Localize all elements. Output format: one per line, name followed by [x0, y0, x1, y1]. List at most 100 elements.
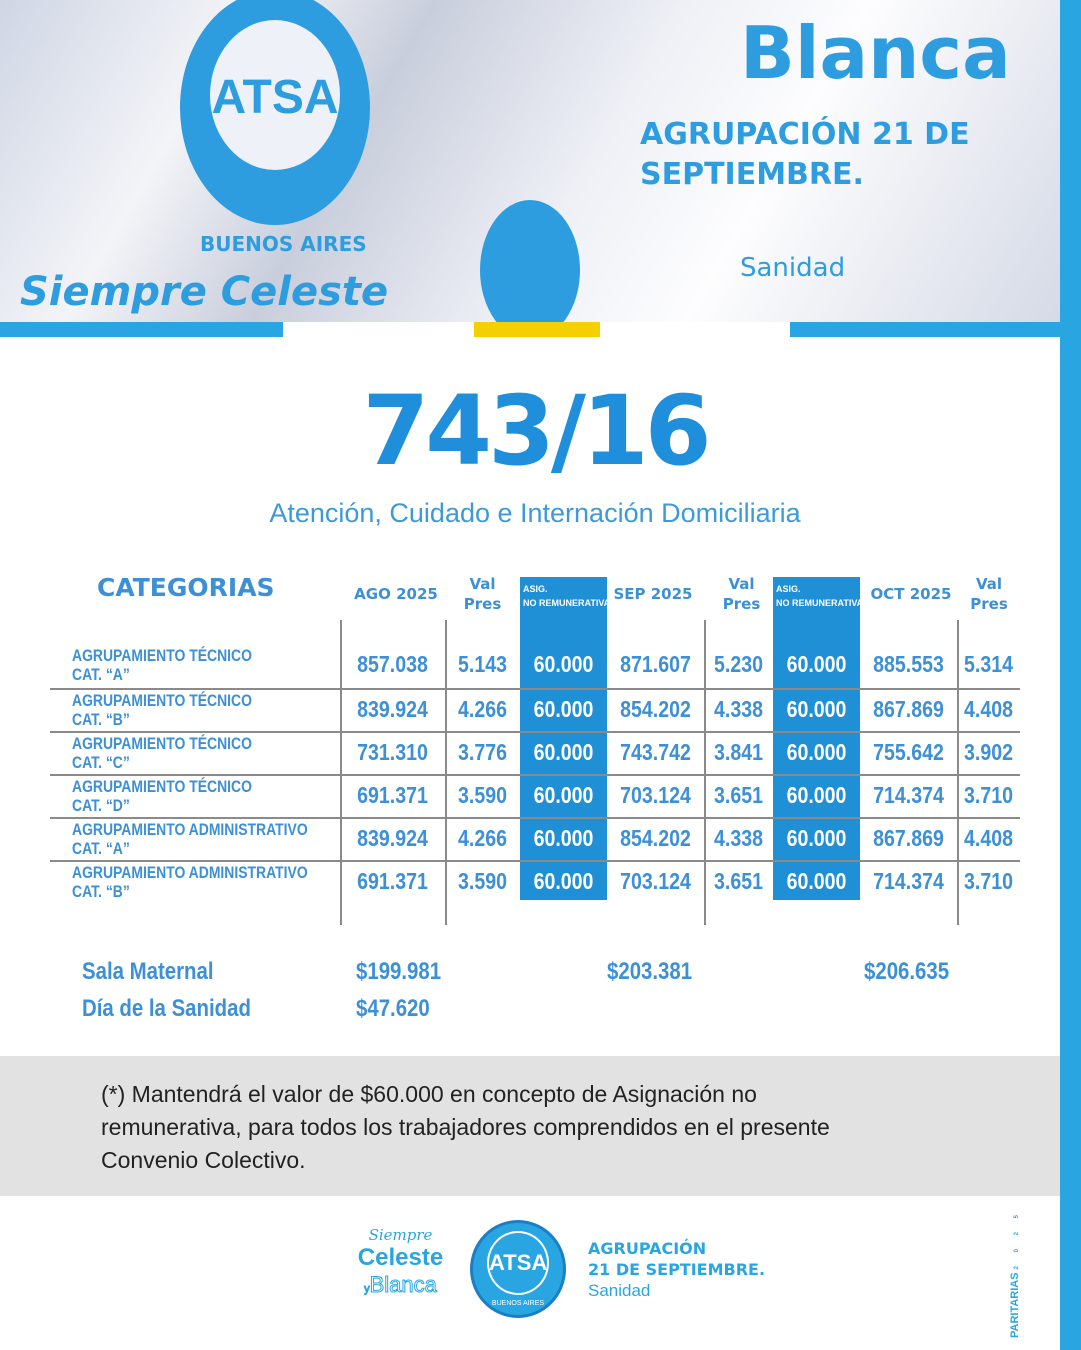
paritarias-text: PARITARIAS — [1009, 1272, 1021, 1338]
logo-siempre: Siempre — [368, 1226, 433, 1244]
table-cell: 4.266 — [458, 825, 507, 851]
category-line1: AGRUPAMIENTO TÉCNICO — [72, 777, 252, 796]
header-pres: Pres — [970, 595, 1008, 613]
table-cell: 60.000 — [786, 696, 847, 722]
table-cell: 854.202 — [620, 696, 691, 722]
paritarias-year: 2 0 2 5 — [1014, 1208, 1020, 1270]
header-oct: OCT 2025 — [870, 585, 952, 603]
header-val-pres: Val Pres — [957, 574, 1021, 614]
category-label: AGRUPAMIENTO TÉCNICO CAT. “C” — [72, 734, 252, 772]
flag-text: BUENOS AIRES — [200, 232, 367, 256]
table-cell: 731.310 — [357, 739, 428, 765]
side-strip — [1060, 0, 1081, 1350]
header-asig: ASIG. NO REMUNERATIVA — [773, 580, 866, 612]
header-pres: Pres — [463, 595, 502, 613]
table-cell: 4.266 — [458, 696, 507, 722]
header-val: Val — [975, 575, 1003, 593]
category-line2: CAT. “D” — [72, 796, 130, 815]
note-text: (*) Mantendrá el valor de $60.000 en con… — [101, 1081, 830, 1173]
flag-text: Sanidad — [740, 253, 846, 283]
logo-y: y — [364, 1283, 370, 1296]
table-cell: 3.902 — [964, 739, 1013, 765]
table-cell: 714.374 — [873, 868, 944, 894]
logo-blanca-line: yBlanca — [348, 1272, 453, 1302]
category-line2: CAT. “C” — [72, 753, 130, 772]
table-cell: 3.710 — [964, 868, 1013, 894]
atsa-logo-ring-text: BUENOS AIRES — [491, 1300, 545, 1307]
sala-sep: $203.381 — [607, 958, 693, 985]
table-cell: 839.924 — [357, 825, 428, 851]
table-cell: 3.776 — [458, 739, 507, 765]
note-box: (*) Mantendrá el valor de $60.000 en con… — [0, 1056, 1060, 1196]
flag-text: AGRUPACIÓN 21 DE SEPTIEMBRE. — [640, 117, 970, 192]
asig-column — [520, 577, 607, 900]
dia-sanidad-value: $47.620 — [356, 995, 430, 1022]
page-subtitle: Atención, Cuidado e Internación Domicili… — [269, 498, 801, 528]
category-line1: AGRUPAMIENTO ADMINISTRATIVO — [72, 820, 308, 839]
table-cell: 60.000 — [533, 651, 594, 677]
sala-maternal-label: Sala Maternal — [82, 958, 214, 985]
header-ago: AGO 2025 — [354, 585, 438, 603]
row-divider — [50, 774, 1020, 776]
table-cell: 60.000 — [786, 782, 847, 808]
header-photo: ATSA BUENOS AIRES Siempre Celeste Blanca… — [0, 0, 1060, 322]
logo-celeste: Celeste — [357, 1244, 444, 1271]
category-label: AGRUPAMIENTO ADMINISTRATIVO CAT. “B” — [72, 863, 308, 901]
agrupacion-text: AGRUPACIÓN 21 DE SEPTIEMBRE. Sanidad — [588, 1238, 765, 1301]
table-cell: 691.371 — [357, 868, 428, 894]
table-cell: 60.000 — [533, 825, 594, 851]
row-divider — [50, 817, 1020, 819]
header-val-pres: Val Pres — [445, 574, 520, 614]
header-sep: SEP 2025 — [613, 585, 693, 603]
siempre-celeste-logo: Siempre Celeste yBlanca — [348, 1226, 453, 1302]
flag-text: Siempre Celeste — [20, 269, 389, 315]
table-cell: 3.710 — [964, 782, 1013, 808]
row-divider — [50, 731, 1020, 733]
table-cell: 60.000 — [786, 825, 847, 851]
header-asig-line2: NO REMUNERATIVA — [523, 598, 611, 608]
table-cell: 5.314 — [964, 651, 1013, 677]
sanidad-text: Sanidad — [588, 1281, 651, 1300]
table-cell: 3.590 — [458, 868, 507, 894]
table-cell: 3.841 — [714, 739, 763, 765]
table-cell: 4.338 — [714, 696, 763, 722]
table-cell: 885.553 — [873, 651, 944, 677]
table-cell: 871.607 — [620, 651, 691, 677]
table-cell: 60.000 — [533, 782, 594, 808]
divider — [340, 620, 342, 925]
category-line1: AGRUPAMIENTO ADMINISTRATIVO — [72, 863, 308, 882]
category-line2: CAT. “A” — [72, 839, 130, 858]
table-cell: 60.000 — [533, 739, 594, 765]
divider — [957, 620, 959, 925]
table-cell: 867.869 — [873, 825, 944, 851]
table-cell: 5.230 — [714, 651, 763, 677]
logo-blanca: Blanca — [369, 1272, 437, 1298]
table-cell: 5.143 — [458, 651, 507, 677]
header-asig-line1: ASIG. — [776, 584, 801, 594]
flag-logo-text: ATSA — [211, 71, 339, 124]
table-cell: 743.742 — [620, 739, 691, 765]
flag-logo-partial — [480, 200, 580, 322]
table-cell: 854.202 — [620, 825, 691, 851]
atsa-logo-text: ATSA — [487, 1231, 549, 1295]
table-cell: 3.651 — [714, 868, 763, 894]
dia-sanidad-label: Día de la Sanidad — [82, 995, 251, 1022]
blue-bar — [0, 322, 283, 337]
row-divider — [50, 688, 1020, 690]
table-cell: 60.000 — [786, 739, 847, 765]
asig-column — [773, 577, 860, 900]
header-val-pres: Val Pres — [704, 574, 779, 614]
header-pres: Pres — [722, 595, 761, 613]
table-cell: 867.869 — [873, 696, 944, 722]
category-label: AGRUPAMIENTO TÉCNICO CAT. “B” — [72, 691, 252, 729]
flag-text: Blanca — [740, 11, 1011, 95]
category-line1: AGRUPAMIENTO TÉCNICO — [72, 646, 252, 665]
header-categorias: CATEGORIAS — [97, 573, 275, 602]
table-cell: 60.000 — [533, 868, 594, 894]
header-asig: ASIG. NO REMUNERATIVA — [520, 580, 613, 612]
table-cell: 60.000 — [533, 696, 594, 722]
table-cell: 4.408 — [964, 696, 1013, 722]
table-cell: 857.038 — [357, 651, 428, 677]
category-label: AGRUPAMIENTO ADMINISTRATIVO CAT. “A” — [72, 820, 308, 858]
blue-bar — [790, 322, 1060, 337]
